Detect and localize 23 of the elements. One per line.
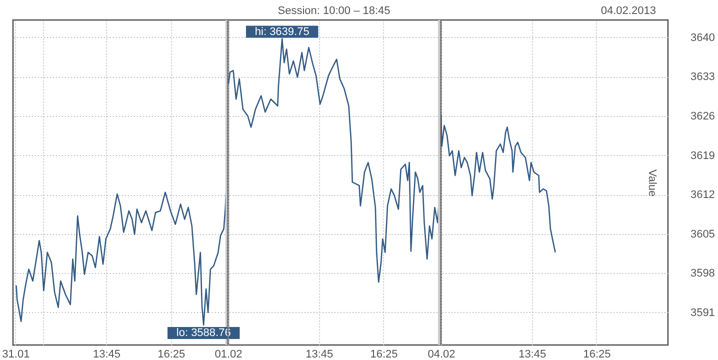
y-tick-label: 3605	[690, 228, 715, 240]
x-tick-label: 16:25	[370, 348, 398, 360]
x-tick-label: 16:25	[583, 348, 611, 360]
y-tick-label: 3640	[690, 32, 715, 44]
y-tick-label: 3598	[690, 268, 715, 280]
y-tick-label: 3612	[690, 189, 715, 202]
line-series	[441, 114, 556, 254]
x-tick-label: 31.01	[2, 348, 30, 360]
annotation: hi: 3639.75	[254, 26, 310, 38]
x-tick-label: 16:25	[158, 348, 186, 360]
x-tick-label: 04.02	[428, 348, 456, 360]
text: 04.02.2013	[600, 5, 656, 17]
x-tick-label: 13:45	[306, 348, 334, 360]
chart-subtitle: Session: 10:00 – 18:45	[278, 5, 390, 17]
x-tick-label: 13:45	[518, 348, 546, 360]
y-tick-label: 3626	[690, 110, 715, 122]
annotation: lo: 3588.76	[176, 327, 231, 340]
y-tick-label: 3591	[690, 306, 715, 319]
y-tick-label: 3619	[690, 150, 715, 162]
x-tick-label: 01.02	[214, 348, 242, 360]
x-tick-label: 13:45	[93, 348, 121, 360]
y-axis-title: Value	[646, 169, 658, 197]
y-tick-label: 3633	[690, 71, 715, 84]
